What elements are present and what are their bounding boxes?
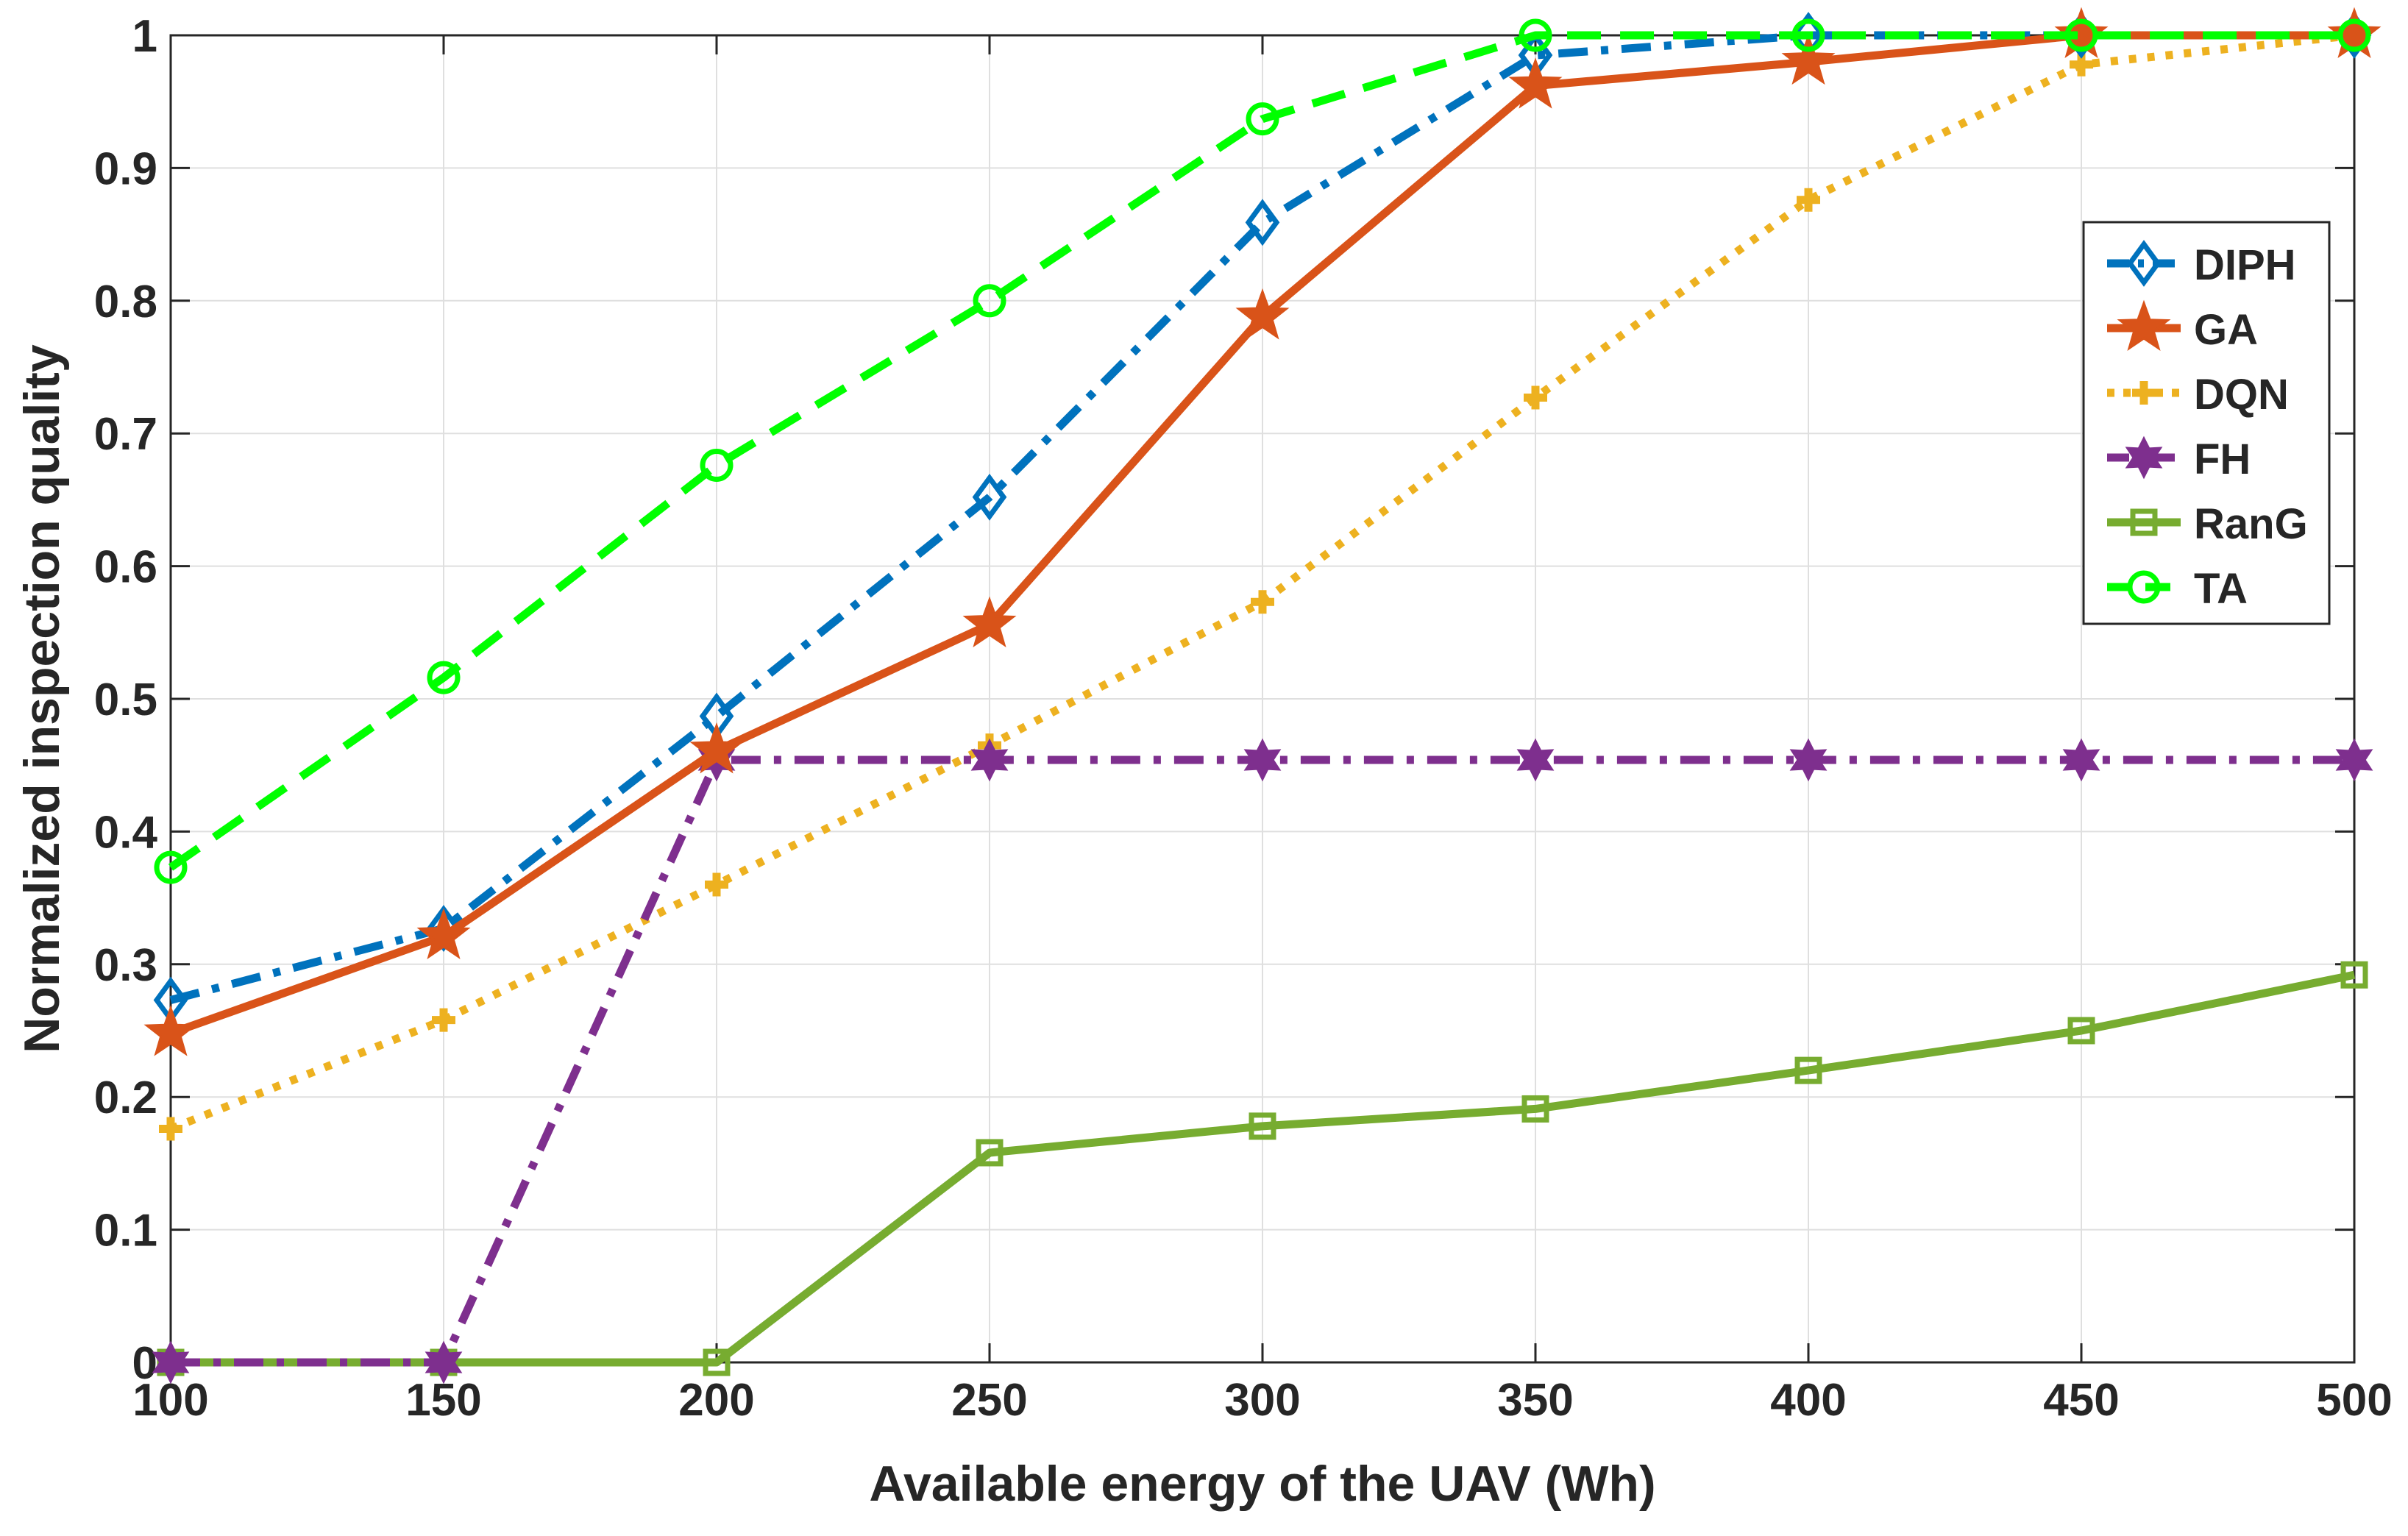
data-point-ta bbox=[1791, 18, 1825, 52]
legend-marker-dqn bbox=[2132, 381, 2156, 405]
data-point-ta bbox=[700, 448, 734, 482]
legend-label-dqn: DQN bbox=[2194, 371, 2289, 419]
series-ga bbox=[143, 7, 2382, 1056]
legend-item-ta: TA bbox=[2107, 565, 2248, 613]
data-point-dqn bbox=[1524, 385, 1547, 410]
x-axis-label: Available energy of the UAV (Wh) bbox=[869, 1456, 1655, 1512]
series-line-ta bbox=[168, 31, 2354, 871]
data-point-rang bbox=[1249, 1112, 1276, 1140]
x-tick-label: 400 bbox=[1770, 1375, 1846, 1426]
data-point-dqn bbox=[1797, 188, 1820, 212]
data-point-rang bbox=[1521, 1095, 1549, 1123]
data-point-ga bbox=[416, 908, 471, 959]
y-tick-label: 0.2 bbox=[94, 1073, 157, 1123]
series-line-diph bbox=[169, 31, 2354, 1004]
y-tick-label: 0.9 bbox=[94, 143, 157, 194]
legend-label-diph: DIPH bbox=[2194, 241, 2296, 289]
legend-marker-diph bbox=[2126, 240, 2162, 287]
data-point-dqn bbox=[1251, 590, 1274, 614]
series-layer bbox=[143, 7, 2382, 1384]
data-point-dqn bbox=[432, 1008, 455, 1032]
legend-box bbox=[2082, 221, 2331, 625]
x-tick-label: 450 bbox=[2043, 1375, 2119, 1426]
data-point-ga bbox=[1781, 33, 1836, 85]
data-point-ta bbox=[1246, 102, 1279, 136]
data-point-rang bbox=[976, 1139, 1004, 1167]
y-tick-label: 0.8 bbox=[94, 277, 157, 327]
legend-item-diph: DIPH bbox=[2107, 240, 2296, 289]
data-point-fh bbox=[1243, 738, 1282, 782]
legend-label-ta: TA bbox=[2194, 565, 2248, 613]
legend-item-fh: FH bbox=[2107, 435, 2251, 483]
y-tick-label: 0.4 bbox=[94, 807, 158, 858]
legend-label-rang: RanG bbox=[2194, 500, 2308, 548]
data-point-dqn bbox=[705, 872, 728, 897]
y-tick-label: 0.3 bbox=[94, 940, 157, 991]
data-point-ta bbox=[427, 661, 461, 694]
grid bbox=[170, 35, 2355, 1363]
data-point-fh bbox=[970, 738, 1009, 782]
legend-item-ga: GA bbox=[2107, 299, 2258, 354]
data-point-dqn bbox=[159, 1117, 182, 1141]
data-point-fh bbox=[425, 1340, 463, 1384]
data-point-ga bbox=[689, 722, 744, 774]
data-point-fh bbox=[2062, 738, 2100, 782]
x-tick-label: 250 bbox=[951, 1375, 1027, 1426]
y-tick-label: 0.5 bbox=[94, 675, 157, 725]
data-point-rang bbox=[2067, 1017, 2095, 1045]
legend-label-ga: GA bbox=[2194, 306, 2258, 354]
y-tick-label: 0 bbox=[132, 1338, 157, 1389]
y-axis-label: Normalized inspection quality bbox=[14, 344, 70, 1053]
axis-ticks: 100 150 200 250 300 350 400 450 50000.10.20.30.4… bbox=[94, 11, 2393, 1426]
data-point-ga bbox=[1508, 57, 1563, 109]
data-point-diph bbox=[972, 473, 1007, 521]
data-point-diph bbox=[1245, 199, 1280, 246]
legend-marker-ga bbox=[2117, 299, 2171, 352]
series-ta bbox=[154, 18, 2371, 884]
data-point-ga bbox=[962, 596, 1017, 648]
legend-item-dqn: DQN bbox=[2107, 371, 2289, 419]
x-tick-label: 500 bbox=[2316, 1375, 2392, 1426]
x-tick-label: 350 bbox=[1497, 1375, 1573, 1426]
data-point-ga bbox=[1235, 288, 1290, 340]
data-point-fh bbox=[1516, 738, 1555, 782]
y-tick-label: 0.6 bbox=[94, 542, 157, 593]
legend-marker-rang bbox=[2130, 508, 2158, 536]
data-point-ta bbox=[2337, 18, 2371, 52]
data-point-fh bbox=[1789, 738, 1828, 782]
data-point-rang bbox=[703, 1348, 731, 1376]
data-point-ta bbox=[2064, 18, 2098, 52]
data-point-ta bbox=[1519, 18, 1552, 52]
data-point-rang bbox=[1794, 1056, 1822, 1084]
legend: DIPH GA DQN FH RanG TA bbox=[2082, 221, 2331, 625]
data-point-ga bbox=[143, 1005, 198, 1056]
data-point-rang bbox=[2340, 961, 2368, 989]
y-tick-label: 0.7 bbox=[94, 409, 157, 460]
legend-marker-fh bbox=[2125, 435, 2163, 480]
data-point-ta bbox=[973, 284, 1006, 318]
data-point-fh bbox=[152, 1340, 190, 1384]
series-line-rang bbox=[171, 970, 2356, 1367]
legend-marker-ta bbox=[2127, 570, 2161, 604]
data-point-ta bbox=[154, 850, 188, 884]
x-tick-label: 300 bbox=[1224, 1375, 1300, 1426]
data-point-ga bbox=[2327, 7, 2382, 59]
data-point-fh bbox=[2335, 738, 2373, 782]
y-tick-label: 0.1 bbox=[94, 1206, 157, 1256]
data-point-ga bbox=[2054, 7, 2109, 59]
y-tick-label: 1 bbox=[132, 11, 157, 62]
legend-label-fh: FH bbox=[2194, 435, 2251, 483]
legend-item-rang: RanG bbox=[2107, 500, 2308, 548]
x-tick-label: 200 bbox=[678, 1375, 754, 1426]
